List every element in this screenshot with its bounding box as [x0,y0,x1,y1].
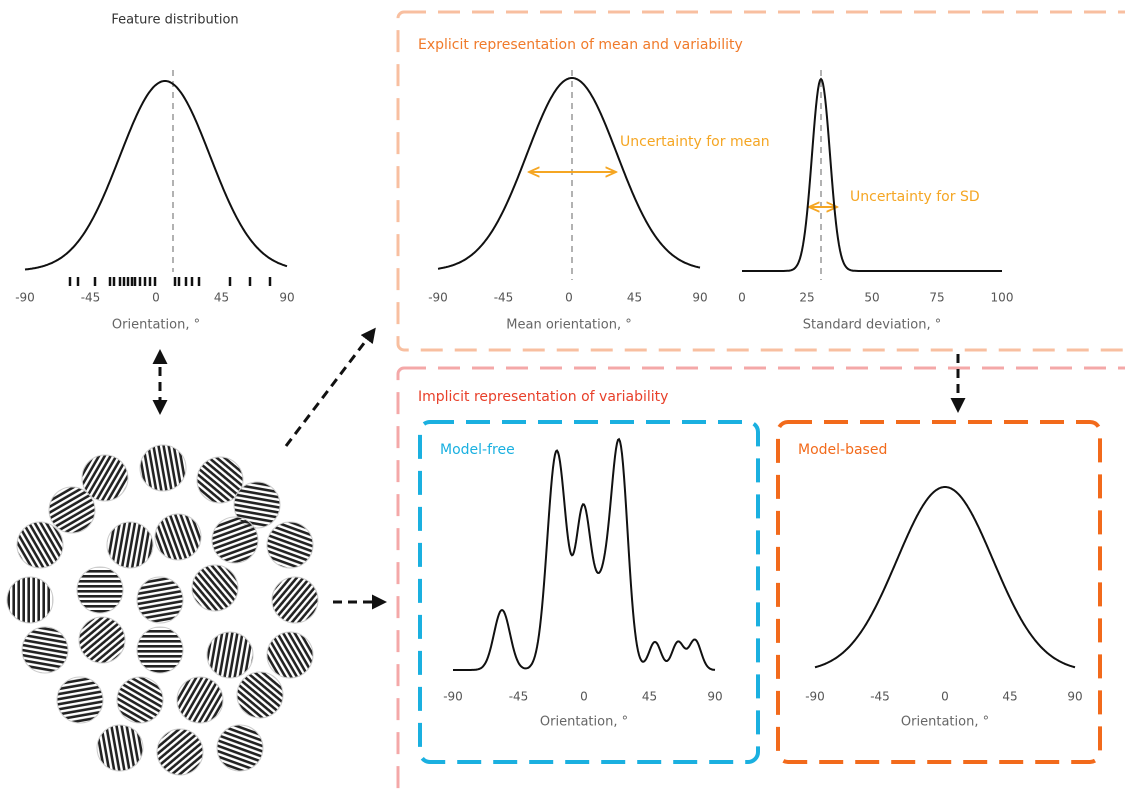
x-tick-label: -45 [81,291,101,305]
grating [237,672,283,718]
panel-title: Implicit representation of variability [418,389,668,405]
model-based-box [778,422,1100,762]
grating [22,627,68,673]
x-tick-label: 45 [1002,690,1017,704]
curve [25,81,287,270]
x-tick-label: -90 [805,690,825,704]
panel-title: Model-based [798,442,887,458]
x-axis-label: Standard deviation, ° [803,318,941,333]
grating [157,729,203,775]
x-tick-label: 45 [214,291,229,305]
curve [815,487,1075,667]
x-tick-label: -45 [870,690,890,704]
x-tick-label: 0 [738,291,746,305]
x-tick-label: 50 [864,291,879,305]
grating [272,577,318,623]
x-tick-label: 45 [627,291,642,305]
grating [137,627,183,673]
grating [217,725,263,771]
grating [79,617,125,663]
panel-title: Feature distribution [111,13,238,28]
x-tick-label: 90 [707,690,722,704]
grating [77,567,123,613]
x-tick-label: 0 [565,291,573,305]
model-free-box [420,422,758,762]
grating [177,677,223,723]
x-tick-label: 75 [929,291,944,305]
grating [107,522,153,568]
x-tick-label: 0 [152,291,160,305]
grating [137,577,183,623]
x-tick-label: -90 [15,291,35,305]
x-tick-label: -45 [494,291,514,305]
curve [742,79,1002,271]
annotation: Uncertainty for mean [620,134,770,150]
grating [7,577,53,623]
grating [192,565,238,611]
x-axis-label: Orientation, ° [540,715,628,730]
grating [140,445,186,491]
x-tick-label: 0 [580,690,588,704]
curve [438,78,700,269]
x-tick-label: 45 [642,690,657,704]
grating [212,517,258,563]
gratings [7,445,318,775]
x-tick-label: 90 [692,291,707,305]
grating [207,632,253,678]
x-tick-label: -90 [428,291,448,305]
x-tick-label: -45 [509,690,529,704]
grating [57,677,103,723]
x-axis-label: Mean orientation, ° [506,318,631,333]
grating [49,487,95,533]
grating [17,522,63,568]
curve [453,439,715,670]
x-tick-label: -90 [443,690,463,704]
grating [267,522,313,568]
figure: Feature distribution Explicit representa… [0,0,1125,800]
grating [267,632,313,678]
annotation: Uncertainty for SD [850,189,980,205]
x-tick-label: 0 [941,690,949,704]
grating [97,725,143,771]
x-tick-label: 90 [279,291,294,305]
panel-title: Explicit representation of mean and vari… [418,37,743,53]
implicit-box [398,368,1125,800]
x-tick-label: 100 [991,291,1014,305]
x-tick-label: 90 [1067,690,1082,704]
x-axis-label: Orientation, ° [112,318,200,333]
x-axis-label: Orientation, ° [901,715,989,730]
grating [155,514,201,560]
panel-title: Model-free [440,442,515,458]
grating [117,677,163,723]
x-tick-label: 25 [799,291,814,305]
